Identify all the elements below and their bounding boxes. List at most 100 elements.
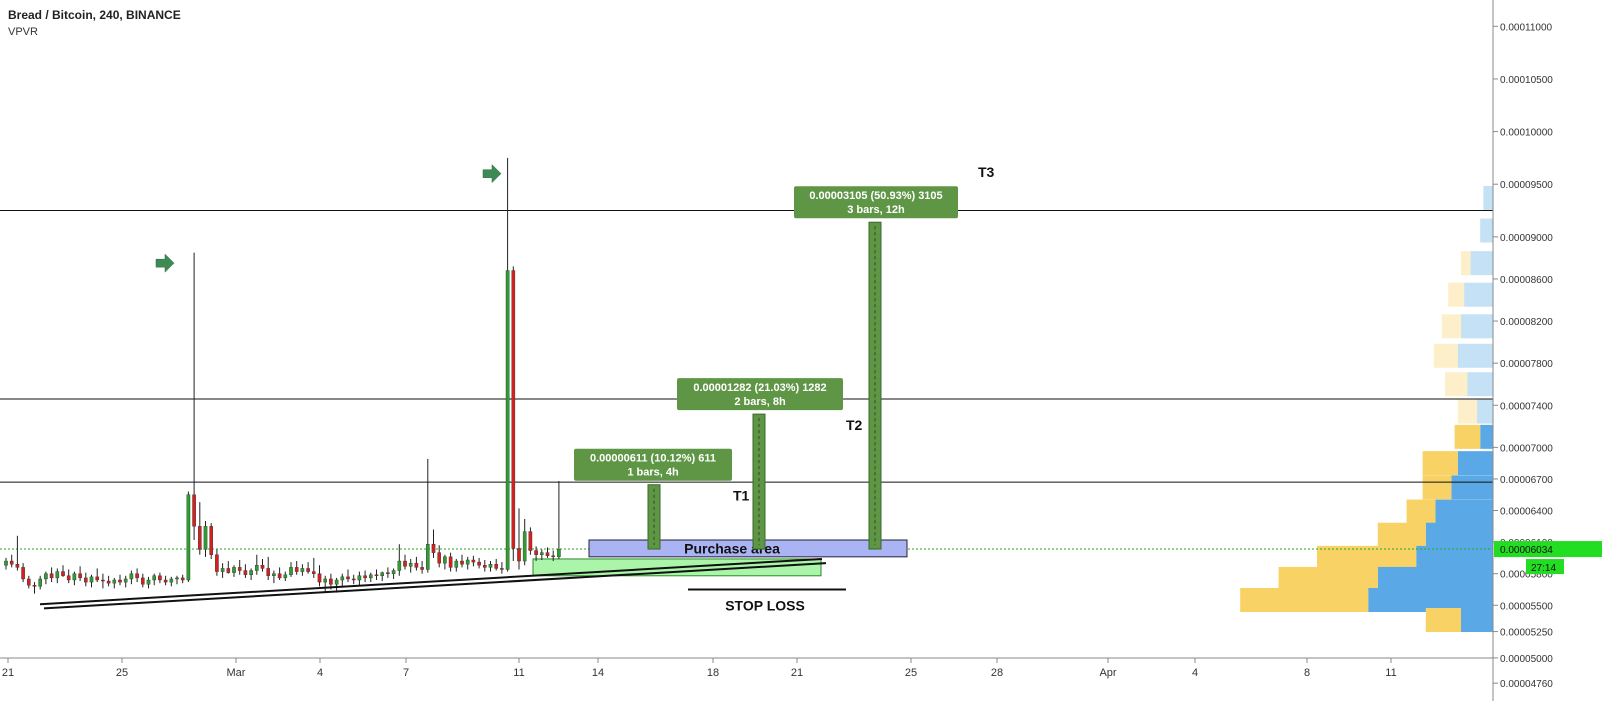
volume-profile-up-bar: [1457, 451, 1493, 476]
volume-profile-up-bar: [1477, 399, 1493, 424]
candle-body: [226, 568, 231, 573]
candle-body: [186, 494, 191, 581]
candle-body: [323, 578, 328, 583]
candle-body: [169, 578, 174, 583]
candle-body: [551, 555, 555, 558]
candle-body: [477, 561, 481, 566]
candle-body: [61, 571, 65, 576]
projection-measure-bar: [752, 413, 766, 550]
candle-body: [306, 568, 310, 572]
volume-profile-up-bar: [1461, 608, 1493, 632]
candle-body: [374, 574, 379, 576]
candle-body: [95, 576, 99, 581]
projection-label-box: [677, 378, 843, 411]
candle-body: [312, 571, 316, 574]
candle-body: [408, 562, 413, 567]
candle-body: [448, 556, 453, 568]
candle-body: [351, 578, 356, 581]
price-axis-tick-label: 0.00004760: [1500, 679, 1553, 690]
projection-label-box: [794, 186, 958, 219]
candle-body: [101, 579, 105, 582]
support-trendline-lower: [43, 562, 827, 610]
candle-body: [277, 573, 282, 579]
last-price-badge: [1494, 541, 1602, 558]
candle-body: [237, 567, 242, 571]
price-axis-tick-label: 0.00007400: [1500, 401, 1553, 412]
candle-body: [220, 568, 225, 572]
time-axis-tick-label: 21: [791, 667, 803, 679]
candle-body: [249, 570, 253, 575]
candle-body: [44, 573, 48, 580]
time-axis-tick-label: 28: [991, 667, 1003, 679]
last-price-badge-text: 0.00006034: [1500, 545, 1553, 556]
time-axis-tick-label: 25: [905, 667, 917, 679]
volume-profile-up-bar: [1451, 475, 1493, 500]
candle-body: [89, 576, 94, 583]
candle-body: [203, 526, 208, 550]
time-axis-tick-label: 25: [116, 667, 128, 679]
stop-loss-label: STOP LOSS: [725, 597, 805, 613]
candle-body: [488, 564, 493, 568]
volume-profile-down-bar: [1433, 343, 1458, 368]
time-axis-tick-label: 7: [403, 667, 409, 679]
candle-body: [112, 579, 117, 584]
volume-profile-down-bar: [1441, 314, 1461, 339]
candle-body: [391, 570, 396, 574]
projection-bars-label: 3 bars, 12h: [847, 204, 905, 216]
candle-body: [283, 574, 288, 579]
candle-body: [437, 552, 442, 564]
candle-body: [118, 579, 122, 583]
candle-body: [334, 579, 339, 585]
candle-body: [483, 565, 487, 568]
candle-body: [260, 565, 265, 569]
candle-body: [517, 548, 521, 562]
volume-profile-down-bar: [1317, 545, 1417, 570]
candle-body: [380, 572, 385, 576]
candle-body: [163, 579, 168, 583]
volume-profile-up-bar: [1416, 545, 1493, 570]
candle-body: [357, 575, 362, 581]
candle-body: [300, 568, 305, 572]
volume-profile-up-bar: [1470, 251, 1493, 276]
candle-body: [254, 565, 259, 571]
volume-profile-down-bar: [1461, 251, 1471, 276]
candle-body: [106, 580, 111, 584]
price-axis-tick-label: 0.00011000: [1500, 22, 1553, 33]
projection-measure-bar: [647, 484, 661, 550]
candle-body: [192, 494, 196, 527]
volume-profile-down-bar: [1448, 282, 1465, 307]
volume-profile-down-bar: [1422, 451, 1458, 476]
candle-body: [522, 531, 527, 562]
candle-body: [21, 567, 25, 580]
candle-body: [266, 568, 271, 576]
volume-profile-up-bar: [1480, 424, 1493, 449]
target-label: T2: [846, 417, 863, 433]
candle-body: [15, 564, 20, 568]
volume-profile-down-bar: [1457, 399, 1477, 424]
price-axis-tick-label: 0.00007800: [1500, 359, 1553, 370]
volume-profile-up-bar: [1457, 343, 1493, 368]
price-axis-tick-label: 0.00005250: [1500, 628, 1553, 639]
price-axis-tick-label: 0.00007000: [1500, 443, 1553, 454]
volume-profile-down-bar: [1377, 522, 1426, 547]
candle-body: [403, 560, 407, 567]
candle-body: [55, 571, 60, 579]
time-axis-tick-label: 18: [707, 667, 719, 679]
target-label: T3: [978, 164, 995, 180]
candle-body: [289, 567, 293, 575]
time-axis-tick-label: 4: [317, 667, 323, 679]
time-axis-tick-label: 11: [513, 667, 524, 679]
volume-profile-up-bar: [1483, 185, 1493, 210]
candle-body: [534, 550, 538, 555]
purchase-area-box: [588, 539, 908, 558]
candle-body: [460, 560, 464, 565]
price-axis-tick-label: 0.00008600: [1500, 275, 1553, 286]
volume-profile-down-bar: [1278, 566, 1378, 591]
candle-body: [209, 526, 214, 555]
candle-body: [545, 552, 550, 556]
candle-body: [9, 560, 14, 565]
projection-change-label: 0.00000611 (10.12%) 611: [590, 453, 716, 465]
price-axis-tick-label: 0.00005800: [1500, 570, 1553, 581]
